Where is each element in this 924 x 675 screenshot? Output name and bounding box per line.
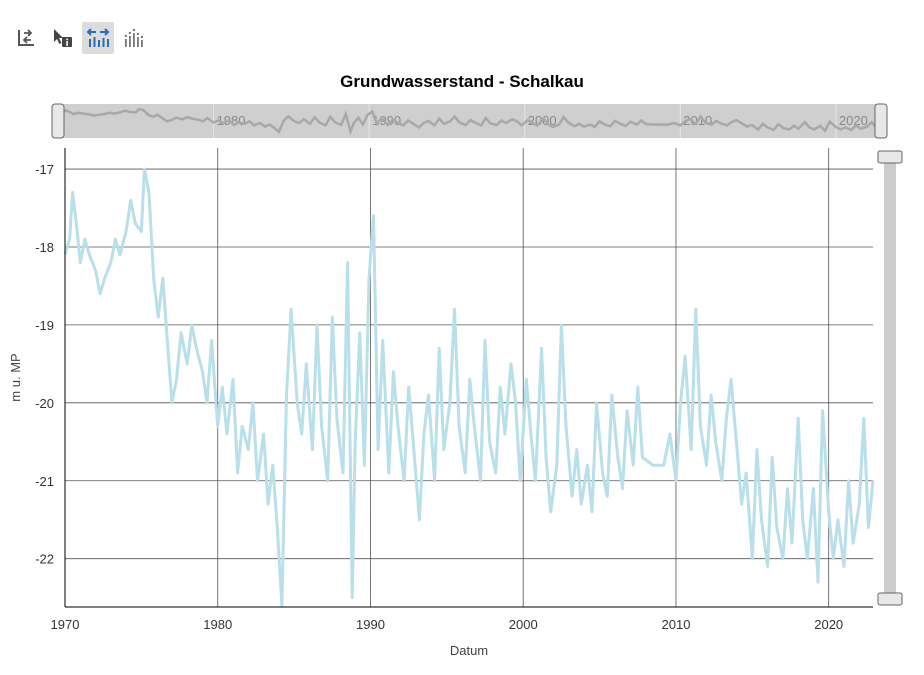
- x-tick-label: 1980: [203, 617, 232, 632]
- navigator-handle-left[interactable]: [51, 103, 65, 139]
- y-scrollbar-handle-bottom[interactable]: [877, 592, 903, 606]
- zoom-horizontal-icon: [86, 28, 110, 47]
- chart-toolbar: [10, 22, 150, 54]
- y-range-scrollbar[interactable]: [877, 150, 903, 606]
- x-tick-label: 1970: [51, 617, 80, 632]
- reset-axes-button[interactable]: [10, 22, 42, 54]
- navigator-handle-right[interactable]: [874, 103, 888, 139]
- y-tick-label: -22: [35, 552, 54, 567]
- reset-axes-icon: [18, 29, 34, 46]
- navigator-tick-label: 2020: [839, 113, 868, 128]
- series-line: [63, 167, 875, 607]
- x-tick-label: 2000: [509, 617, 538, 632]
- plot-area: [63, 167, 875, 607]
- inspect-point-icon: [54, 29, 72, 47]
- show-points-icon: [124, 28, 144, 47]
- zoom-horizontal-button[interactable]: [82, 22, 114, 54]
- y-tick-label: -17: [35, 162, 54, 177]
- x-tick-label: 2020: [814, 617, 843, 632]
- navigator-series-line: [57, 107, 882, 136]
- chart-title: Grundwasserstand - Schalkau: [340, 72, 584, 91]
- y-tick-label: -21: [35, 474, 54, 489]
- y-scrollbar-handle-top[interactable]: [877, 150, 903, 164]
- x-tick-label: 2010: [662, 617, 691, 632]
- range-navigator[interactable]: 1980 1990 2000 2010 2020: [51, 103, 888, 139]
- x-axis-label: Datum: [450, 643, 488, 658]
- show-points-button[interactable]: [118, 22, 150, 54]
- x-tick-label: 1990: [356, 617, 385, 632]
- y-axis-label: m u. MP: [8, 353, 23, 401]
- y-tick-label: -18: [35, 240, 54, 255]
- y-tick-label: -20: [35, 396, 54, 411]
- axes: 1970 1980 1990 2000 2010 2020 -17 -18 -19 -20 -21 -…: [35, 148, 873, 632]
- y-scrollbar-track: [884, 157, 896, 597]
- y-tick-label: -19: [35, 318, 54, 333]
- navigator-tick-label: 1990: [372, 113, 401, 128]
- inspect-point-button[interactable]: [46, 22, 78, 54]
